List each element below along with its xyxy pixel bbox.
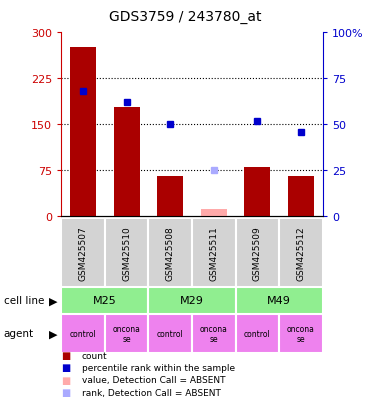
Bar [236,314,279,353]
Text: GSM425511: GSM425511 [209,225,218,280]
Text: GSM425509: GSM425509 [253,225,262,280]
Text: ■: ■ [61,350,70,360]
Text: M29: M29 [180,295,204,306]
Text: percentile rank within the sample: percentile rank within the sample [82,363,235,372]
Text: ■: ■ [61,363,70,373]
Text: oncona
se: oncona se [287,324,315,343]
Text: oncona
se: oncona se [113,324,141,343]
Bar [148,314,192,353]
Text: value, Detection Call = ABSENT: value, Detection Call = ABSENT [82,375,225,385]
Text: count: count [82,351,107,360]
Bar [192,314,236,353]
Text: agent: agent [4,328,34,339]
Bar [288,177,314,217]
Bar [61,287,148,314]
Text: GSM425510: GSM425510 [122,225,131,280]
Bar [236,287,323,314]
Text: M25: M25 [93,295,117,306]
Text: control: control [157,329,184,338]
Bar [157,177,183,217]
Text: control: control [70,329,96,338]
Text: oncona
se: oncona se [200,324,228,343]
Bar [61,314,105,353]
Bar [148,287,236,314]
Bar [148,219,192,287]
Text: GSM425507: GSM425507 [79,225,88,280]
Text: GSM425508: GSM425508 [166,225,175,280]
Bar [279,314,323,353]
Bar [70,48,96,217]
Text: control: control [244,329,271,338]
Text: cell line: cell line [4,295,44,306]
Bar [201,209,227,217]
Text: ■: ■ [61,375,70,385]
Text: GDS3759 / 243780_at: GDS3759 / 243780_at [109,10,262,24]
Text: ▶: ▶ [49,295,58,306]
Text: M49: M49 [267,295,291,306]
Text: rank, Detection Call = ABSENT: rank, Detection Call = ABSENT [82,388,220,397]
Bar [105,314,148,353]
Bar [192,219,236,287]
Text: ■: ■ [61,387,70,397]
Text: GSM425512: GSM425512 [296,226,305,280]
Text: ▶: ▶ [49,328,58,339]
Bar [279,219,323,287]
Bar [61,219,105,287]
Bar [114,108,139,217]
Bar [244,168,270,217]
Bar [236,219,279,287]
Bar [105,219,148,287]
